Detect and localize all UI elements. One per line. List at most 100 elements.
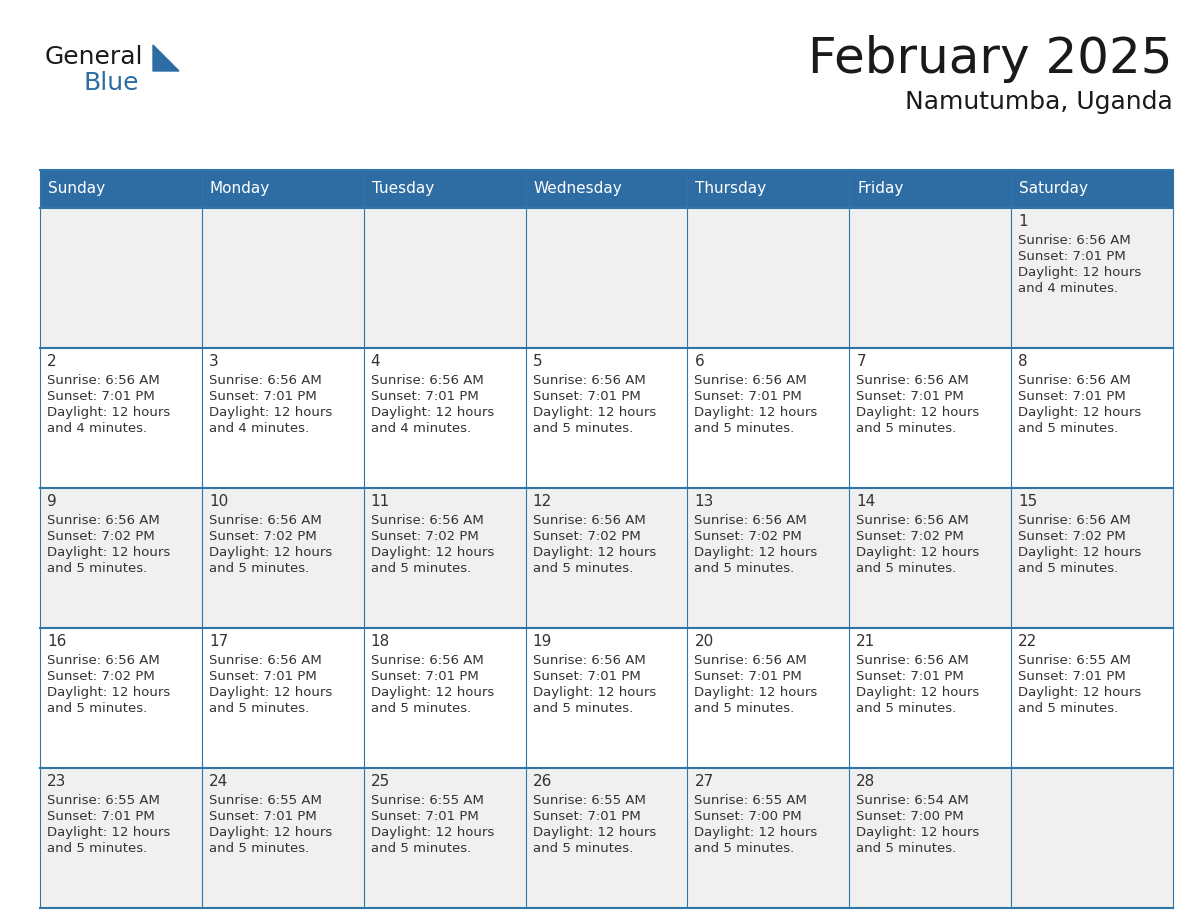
Text: and 5 minutes.: and 5 minutes. [695, 422, 795, 435]
Text: Sunrise: 6:56 AM: Sunrise: 6:56 AM [209, 374, 322, 387]
Text: Sunrise: 6:55 AM: Sunrise: 6:55 AM [48, 794, 160, 807]
Text: Daylight: 12 hours: Daylight: 12 hours [857, 826, 980, 839]
Text: Sunset: 7:02 PM: Sunset: 7:02 PM [48, 670, 154, 683]
Bar [40, 488, 1173, 628]
Text: 6: 6 [695, 354, 704, 369]
Text: Sunrise: 6:56 AM: Sunrise: 6:56 AM [695, 654, 807, 667]
Bar [40, 628, 1173, 768]
Text: Daylight: 12 hours: Daylight: 12 hours [532, 826, 656, 839]
Text: Sunset: 7:01 PM: Sunset: 7:01 PM [532, 810, 640, 823]
Text: February 2025: February 2025 [809, 35, 1173, 83]
Text: 16: 16 [48, 634, 67, 649]
Text: 7: 7 [857, 354, 866, 369]
Text: Sunrise: 6:56 AM: Sunrise: 6:56 AM [857, 514, 969, 527]
Text: 11: 11 [371, 494, 390, 509]
Text: Sunrise: 6:56 AM: Sunrise: 6:56 AM [371, 514, 484, 527]
Text: 14: 14 [857, 494, 876, 509]
Text: 15: 15 [1018, 494, 1037, 509]
Text: Sunrise: 6:56 AM: Sunrise: 6:56 AM [48, 514, 159, 527]
Text: Sunrise: 6:56 AM: Sunrise: 6:56 AM [695, 374, 807, 387]
Text: Daylight: 12 hours: Daylight: 12 hours [695, 546, 817, 559]
Text: Sunset: 7:00 PM: Sunset: 7:00 PM [857, 810, 963, 823]
Text: Daylight: 12 hours: Daylight: 12 hours [371, 546, 494, 559]
Text: 25: 25 [371, 774, 390, 789]
Text: 2: 2 [48, 354, 57, 369]
Text: Sunset: 7:02 PM: Sunset: 7:02 PM [532, 530, 640, 543]
Text: Daylight: 12 hours: Daylight: 12 hours [209, 826, 333, 839]
Bar [40, 208, 1173, 348]
Text: and 5 minutes.: and 5 minutes. [695, 842, 795, 855]
Text: Daylight: 12 hours: Daylight: 12 hours [209, 546, 333, 559]
Text: Daylight: 12 hours: Daylight: 12 hours [857, 406, 980, 419]
Text: and 5 minutes.: and 5 minutes. [209, 702, 309, 715]
Text: Sunset: 7:01 PM: Sunset: 7:01 PM [532, 670, 640, 683]
Text: Sunrise: 6:56 AM: Sunrise: 6:56 AM [1018, 234, 1131, 247]
Text: Daylight: 12 hours: Daylight: 12 hours [371, 826, 494, 839]
Text: 1: 1 [1018, 214, 1028, 229]
Text: Thursday: Thursday [695, 182, 766, 196]
Text: Sunset: 7:01 PM: Sunset: 7:01 PM [1018, 670, 1126, 683]
Text: Sunset: 7:02 PM: Sunset: 7:02 PM [857, 530, 963, 543]
Text: Sunrise: 6:56 AM: Sunrise: 6:56 AM [1018, 514, 1131, 527]
Text: and 5 minutes.: and 5 minutes. [695, 702, 795, 715]
Text: and 5 minutes.: and 5 minutes. [532, 842, 633, 855]
Text: Daylight: 12 hours: Daylight: 12 hours [48, 546, 170, 559]
Text: 22: 22 [1018, 634, 1037, 649]
Text: Sunrise: 6:56 AM: Sunrise: 6:56 AM [371, 374, 484, 387]
Text: Tuesday: Tuesday [372, 182, 434, 196]
Text: Daylight: 12 hours: Daylight: 12 hours [48, 406, 170, 419]
Text: Sunset: 7:01 PM: Sunset: 7:01 PM [371, 670, 479, 683]
Text: 24: 24 [209, 774, 228, 789]
Text: Daylight: 12 hours: Daylight: 12 hours [857, 686, 980, 699]
Text: Wednesday: Wednesday [533, 182, 623, 196]
Text: Daylight: 12 hours: Daylight: 12 hours [532, 546, 656, 559]
Text: 19: 19 [532, 634, 552, 649]
Text: 17: 17 [209, 634, 228, 649]
Text: Sunset: 7:01 PM: Sunset: 7:01 PM [532, 390, 640, 403]
Text: 23: 23 [48, 774, 67, 789]
Text: Sunset: 7:02 PM: Sunset: 7:02 PM [371, 530, 479, 543]
Text: Sunrise: 6:55 AM: Sunrise: 6:55 AM [209, 794, 322, 807]
Text: and 5 minutes.: and 5 minutes. [857, 702, 956, 715]
Polygon shape [153, 45, 179, 71]
Text: and 4 minutes.: and 4 minutes. [371, 422, 470, 435]
Text: and 5 minutes.: and 5 minutes. [48, 702, 147, 715]
Text: Sunrise: 6:56 AM: Sunrise: 6:56 AM [371, 654, 484, 667]
Text: Sunset: 7:01 PM: Sunset: 7:01 PM [371, 810, 479, 823]
Text: Sunset: 7:01 PM: Sunset: 7:01 PM [209, 390, 317, 403]
Text: 8: 8 [1018, 354, 1028, 369]
Text: Sunrise: 6:56 AM: Sunrise: 6:56 AM [209, 514, 322, 527]
Text: and 5 minutes.: and 5 minutes. [371, 562, 470, 575]
Text: Sunset: 7:02 PM: Sunset: 7:02 PM [48, 530, 154, 543]
Bar [40, 170, 1173, 208]
Text: Sunset: 7:01 PM: Sunset: 7:01 PM [371, 390, 479, 403]
Bar [40, 348, 1173, 488]
Text: Sunset: 7:02 PM: Sunset: 7:02 PM [209, 530, 317, 543]
Text: and 5 minutes.: and 5 minutes. [1018, 562, 1118, 575]
Text: 21: 21 [857, 634, 876, 649]
Text: and 5 minutes.: and 5 minutes. [857, 422, 956, 435]
Text: and 4 minutes.: and 4 minutes. [209, 422, 309, 435]
Text: and 5 minutes.: and 5 minutes. [209, 562, 309, 575]
Text: Daylight: 12 hours: Daylight: 12 hours [1018, 686, 1142, 699]
Text: Sunrise: 6:55 AM: Sunrise: 6:55 AM [371, 794, 484, 807]
Text: and 4 minutes.: and 4 minutes. [48, 422, 147, 435]
Text: Friday: Friday [858, 182, 904, 196]
Text: Daylight: 12 hours: Daylight: 12 hours [48, 826, 170, 839]
Text: Sunrise: 6:56 AM: Sunrise: 6:56 AM [532, 514, 645, 527]
Text: Sunrise: 6:56 AM: Sunrise: 6:56 AM [209, 654, 322, 667]
Text: 5: 5 [532, 354, 542, 369]
Text: Sunset: 7:01 PM: Sunset: 7:01 PM [209, 810, 317, 823]
Text: Daylight: 12 hours: Daylight: 12 hours [371, 686, 494, 699]
Text: Sunrise: 6:55 AM: Sunrise: 6:55 AM [1018, 654, 1131, 667]
Text: Daylight: 12 hours: Daylight: 12 hours [857, 546, 980, 559]
Text: Sunrise: 6:55 AM: Sunrise: 6:55 AM [532, 794, 645, 807]
Text: 28: 28 [857, 774, 876, 789]
Text: and 5 minutes.: and 5 minutes. [48, 562, 147, 575]
Text: Sunset: 7:02 PM: Sunset: 7:02 PM [695, 530, 802, 543]
Text: Sunrise: 6:56 AM: Sunrise: 6:56 AM [532, 654, 645, 667]
Text: 20: 20 [695, 634, 714, 649]
Bar [40, 768, 1173, 908]
Text: 26: 26 [532, 774, 552, 789]
Text: and 5 minutes.: and 5 minutes. [857, 842, 956, 855]
